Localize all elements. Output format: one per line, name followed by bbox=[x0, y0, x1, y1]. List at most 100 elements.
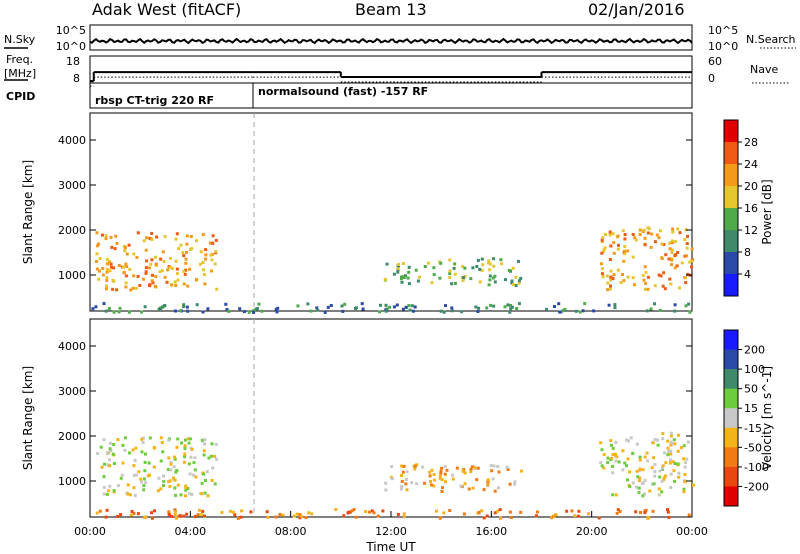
scatter-cell bbox=[173, 455, 177, 459]
scatter-cell bbox=[661, 466, 664, 470]
scatter-cell bbox=[144, 271, 148, 275]
scatter-cell bbox=[440, 478, 444, 481]
scatter-cell bbox=[448, 269, 452, 273]
nsky-label: N.Sky bbox=[4, 33, 36, 46]
scatter-cell bbox=[611, 493, 615, 497]
scatter-cell bbox=[169, 462, 173, 466]
scatter-cell bbox=[201, 310, 205, 314]
scatter-cell bbox=[200, 481, 204, 485]
scatter-cell bbox=[414, 268, 418, 272]
scatter-cell bbox=[400, 464, 404, 468]
scatter-cell bbox=[112, 489, 116, 493]
scatter-cell bbox=[616, 508, 620, 512]
scatter-cell bbox=[669, 472, 673, 476]
scatter-cell bbox=[102, 492, 106, 496]
scatter-cell bbox=[622, 279, 626, 283]
scatter-cell bbox=[202, 472, 206, 476]
colorbar-cell bbox=[724, 408, 738, 429]
scatter-cell bbox=[690, 247, 694, 251]
scatter-cell bbox=[669, 452, 673, 456]
scatter-cell bbox=[295, 512, 299, 516]
scatter-cell bbox=[683, 461, 687, 465]
scatter-cell bbox=[411, 309, 415, 313]
scatter-cell bbox=[133, 458, 137, 462]
scatter-cell bbox=[663, 474, 667, 478]
freq-trace bbox=[90, 71, 692, 87]
scatter-cell bbox=[616, 247, 620, 251]
scatter-cell bbox=[503, 305, 507, 309]
scatter-cell bbox=[661, 437, 665, 441]
scatter-cell bbox=[173, 457, 177, 461]
scatter-cell bbox=[204, 257, 208, 261]
scatter-cell bbox=[385, 307, 389, 311]
scatter-cell bbox=[170, 266, 174, 270]
scatter-cell bbox=[187, 462, 191, 466]
scatter-cell bbox=[642, 228, 646, 232]
scatter-cell bbox=[617, 243, 620, 247]
colorbar-tick-label: 50 bbox=[744, 383, 758, 396]
scatter-cell bbox=[153, 509, 156, 513]
scatter-cell bbox=[242, 310, 246, 314]
scatter-cell bbox=[606, 281, 610, 285]
scatter-cell bbox=[214, 238, 218, 242]
velocity-ylabel: Slant Range [km] bbox=[21, 366, 35, 470]
scatter-cell bbox=[105, 270, 109, 274]
scatter-cell bbox=[109, 262, 113, 266]
scatter-cell bbox=[520, 469, 523, 473]
scatter-cell bbox=[660, 257, 664, 260]
scatter-cell bbox=[140, 310, 144, 314]
scatter-cell bbox=[643, 243, 647, 247]
scatter-cell bbox=[442, 511, 446, 515]
scatter-cell bbox=[683, 254, 687, 258]
scatter-cell bbox=[473, 466, 477, 470]
scatter-cell bbox=[607, 303, 611, 307]
scatter-cell bbox=[162, 479, 166, 483]
scatter-cell bbox=[477, 306, 481, 310]
scatter-cell bbox=[168, 484, 172, 488]
scatter-cell bbox=[239, 515, 243, 519]
scatter-cell bbox=[144, 266, 148, 270]
scatter-cell bbox=[635, 442, 639, 446]
scatter-cell bbox=[578, 310, 582, 314]
scatter-cell bbox=[451, 473, 455, 477]
scatter-cell bbox=[432, 478, 436, 482]
scatter-cell bbox=[672, 469, 676, 473]
scatter-cell bbox=[667, 449, 671, 453]
scatter-cell bbox=[421, 465, 425, 469]
scatter-cell bbox=[658, 475, 662, 479]
scatter-cell bbox=[476, 466, 480, 470]
colorbar-tick-label: 200 bbox=[744, 344, 765, 357]
scatter-cell bbox=[184, 257, 188, 261]
scatter-cell bbox=[609, 284, 612, 288]
scatter-cell bbox=[160, 269, 164, 273]
scatter-cell bbox=[127, 243, 131, 247]
date-title: 02/Jan/2016 bbox=[588, 0, 685, 19]
scatter-cell bbox=[450, 282, 454, 286]
scatter-cell bbox=[105, 279, 109, 282]
scatter-cell bbox=[400, 474, 403, 477]
scatter-cell bbox=[170, 514, 173, 518]
scatter-cell bbox=[404, 482, 408, 486]
scatter-cell bbox=[662, 476, 666, 480]
scatter-cell bbox=[690, 259, 694, 263]
scatter-cell bbox=[476, 310, 480, 313]
range-tick-label: 1000 bbox=[58, 269, 86, 282]
scatter-cell bbox=[101, 266, 105, 270]
scatter-cell bbox=[625, 438, 629, 442]
scatter-cell bbox=[615, 455, 619, 459]
scatter-cell bbox=[95, 231, 99, 235]
scatter-cell bbox=[105, 452, 109, 456]
scatter-cell bbox=[156, 489, 160, 493]
scatter-cell bbox=[646, 459, 650, 463]
scatter-cell bbox=[144, 452, 147, 456]
scatter-cell bbox=[123, 249, 127, 253]
colorbar-tick-label: 100 bbox=[744, 363, 765, 376]
scatter-cell bbox=[179, 493, 183, 497]
scatter-cell bbox=[141, 440, 145, 444]
scatter-cell bbox=[100, 465, 104, 469]
scatter-cell bbox=[174, 509, 177, 513]
scatter-cell bbox=[372, 511, 376, 515]
scatter-cell bbox=[487, 259, 491, 263]
scatter-cell bbox=[629, 436, 633, 440]
scatter-cell bbox=[685, 457, 689, 461]
